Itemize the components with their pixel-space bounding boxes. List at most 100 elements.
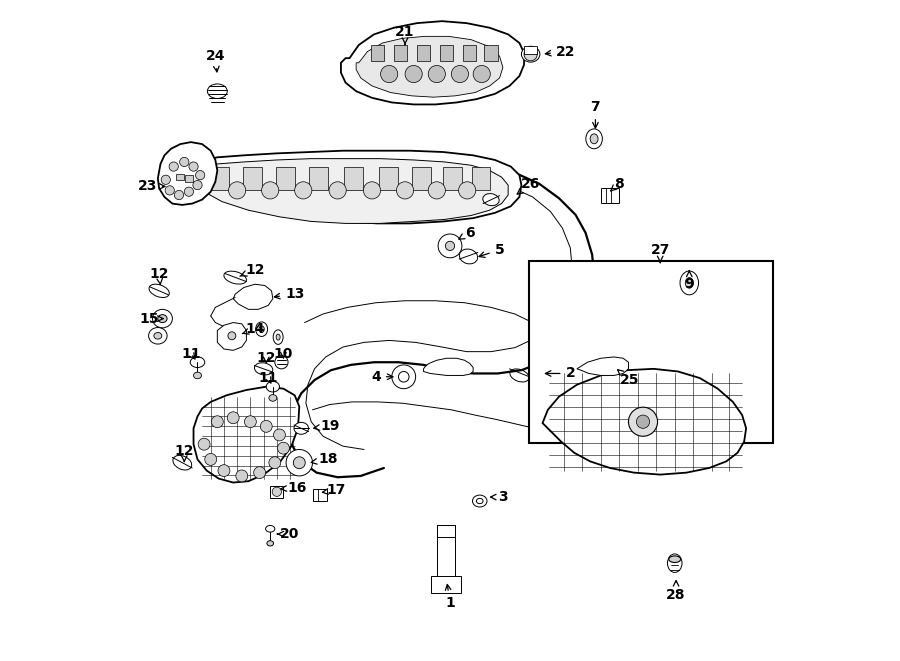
Circle shape — [364, 182, 381, 199]
Circle shape — [405, 65, 422, 83]
Text: 23: 23 — [138, 179, 165, 194]
Circle shape — [397, 182, 414, 199]
Circle shape — [169, 162, 178, 171]
Circle shape — [180, 157, 189, 167]
Ellipse shape — [158, 315, 167, 323]
Polygon shape — [424, 358, 473, 375]
Circle shape — [628, 407, 658, 436]
Polygon shape — [577, 357, 628, 375]
Circle shape — [229, 182, 246, 199]
Ellipse shape — [586, 129, 602, 149]
Ellipse shape — [190, 357, 205, 368]
Ellipse shape — [680, 271, 698, 295]
Polygon shape — [194, 387, 300, 483]
Text: 12: 12 — [256, 351, 276, 366]
Text: 13: 13 — [274, 287, 304, 301]
Polygon shape — [184, 159, 508, 223]
Ellipse shape — [207, 84, 227, 98]
Bar — [600, 188, 619, 203]
Polygon shape — [341, 21, 524, 104]
Text: 6: 6 — [459, 225, 474, 240]
Bar — [524, 46, 537, 54]
Ellipse shape — [256, 322, 267, 336]
Text: 5: 5 — [479, 243, 504, 257]
Bar — [344, 167, 363, 190]
Bar — [379, 167, 398, 190]
Ellipse shape — [228, 332, 236, 340]
Ellipse shape — [294, 422, 309, 434]
Circle shape — [195, 171, 205, 180]
Text: 12: 12 — [149, 267, 169, 284]
Text: 9: 9 — [685, 271, 694, 292]
Ellipse shape — [590, 134, 598, 143]
Ellipse shape — [276, 334, 280, 340]
Text: 4: 4 — [371, 369, 393, 384]
Polygon shape — [177, 151, 521, 223]
Polygon shape — [217, 323, 247, 350]
Circle shape — [451, 65, 469, 83]
Text: 11: 11 — [258, 371, 278, 385]
Circle shape — [428, 182, 446, 199]
Text: 17: 17 — [322, 483, 346, 498]
Bar — [312, 489, 327, 501]
Ellipse shape — [274, 356, 288, 369]
Circle shape — [438, 234, 462, 258]
Text: 10: 10 — [274, 346, 293, 361]
Ellipse shape — [274, 330, 284, 344]
Ellipse shape — [224, 271, 247, 284]
Bar — [417, 45, 430, 61]
Text: 26: 26 — [518, 176, 540, 194]
Circle shape — [165, 186, 175, 195]
Circle shape — [272, 487, 282, 496]
Ellipse shape — [266, 525, 274, 532]
Circle shape — [636, 415, 650, 428]
Ellipse shape — [194, 372, 202, 379]
Text: 27: 27 — [651, 243, 670, 262]
Circle shape — [446, 241, 454, 251]
Circle shape — [184, 187, 194, 196]
Ellipse shape — [685, 278, 693, 288]
Circle shape — [277, 442, 290, 454]
Circle shape — [193, 180, 202, 190]
Circle shape — [236, 470, 248, 482]
Circle shape — [286, 449, 312, 476]
Circle shape — [262, 182, 279, 199]
Bar — [472, 167, 491, 190]
Circle shape — [227, 412, 239, 424]
Polygon shape — [158, 142, 217, 205]
Circle shape — [459, 182, 476, 199]
Bar — [484, 45, 498, 61]
Circle shape — [293, 457, 305, 469]
Bar — [431, 576, 461, 593]
Text: 21: 21 — [395, 24, 415, 44]
Text: 12: 12 — [175, 444, 194, 461]
Circle shape — [381, 65, 398, 83]
Text: 25: 25 — [617, 369, 640, 387]
Circle shape — [212, 416, 223, 428]
Bar — [444, 167, 462, 190]
Ellipse shape — [459, 249, 478, 264]
Circle shape — [161, 175, 170, 184]
Text: 16: 16 — [281, 481, 306, 495]
Text: 2: 2 — [545, 366, 575, 381]
Polygon shape — [233, 284, 273, 309]
Text: 18: 18 — [311, 452, 338, 467]
Text: 3: 3 — [491, 490, 508, 504]
Ellipse shape — [259, 326, 265, 332]
Bar — [436, 525, 455, 580]
Ellipse shape — [266, 381, 280, 392]
Bar — [464, 45, 476, 61]
Bar — [270, 486, 284, 498]
Ellipse shape — [173, 455, 192, 470]
Ellipse shape — [154, 332, 162, 339]
Text: 12: 12 — [240, 262, 265, 277]
Circle shape — [254, 467, 266, 479]
Ellipse shape — [521, 46, 540, 62]
Text: 15: 15 — [140, 311, 163, 326]
Ellipse shape — [255, 363, 273, 375]
Bar — [310, 167, 328, 190]
Text: 20: 20 — [277, 527, 300, 541]
Circle shape — [329, 182, 346, 199]
Text: 1: 1 — [446, 584, 454, 610]
Bar — [276, 167, 294, 190]
